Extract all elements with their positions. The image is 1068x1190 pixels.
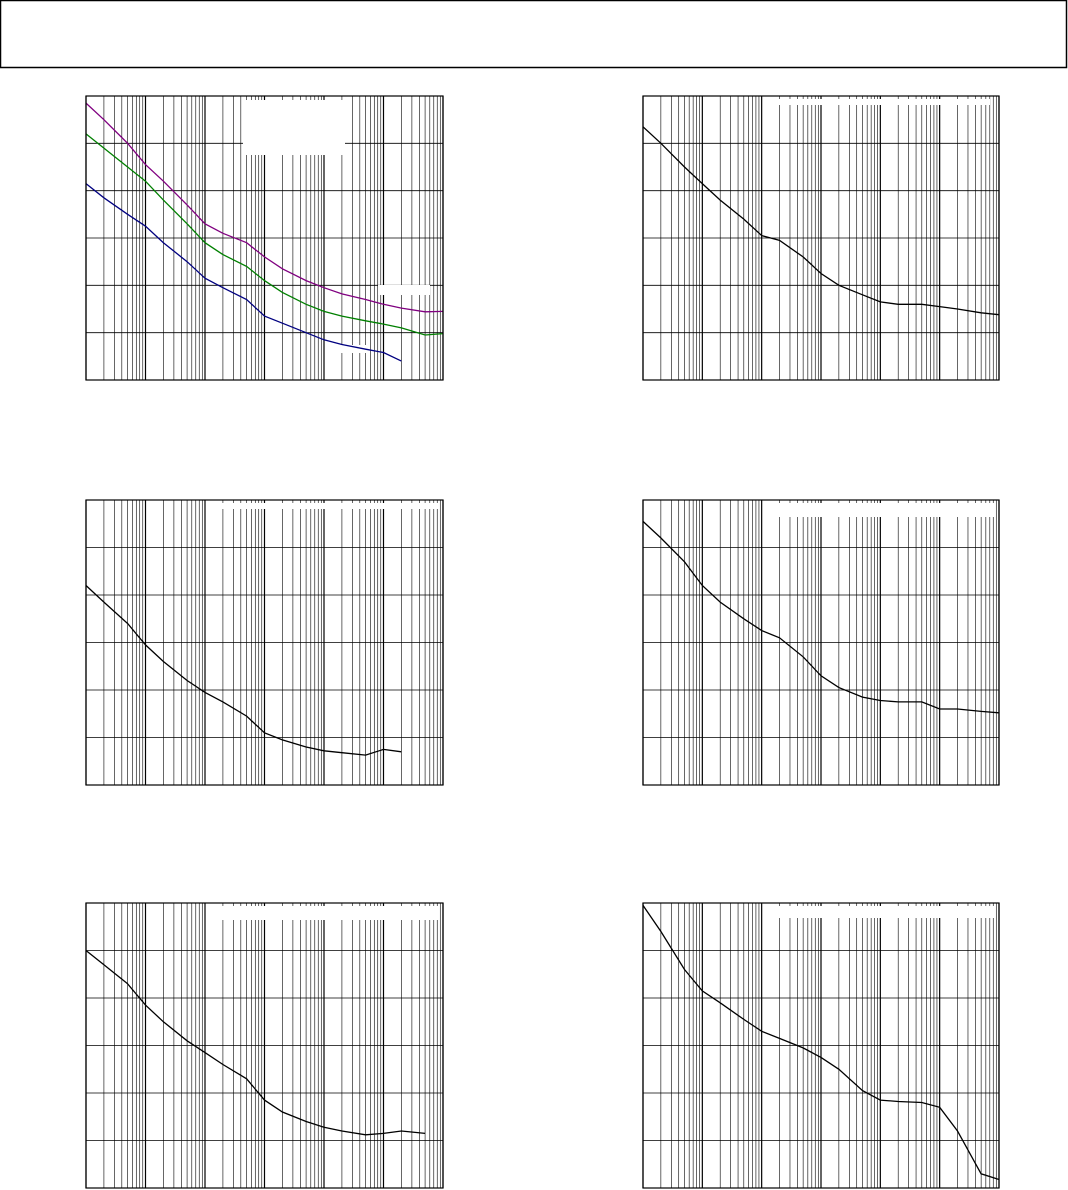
legend-blank — [210, 906, 438, 920]
chart — [85, 95, 444, 381]
plot-frame — [85, 499, 444, 786]
plot-frame — [85, 95, 444, 381]
data-line — [85, 133, 444, 336]
data-line — [642, 126, 1000, 316]
plot-frame — [642, 95, 1000, 381]
legend-blank — [210, 503, 438, 509]
data-line — [85, 183, 402, 362]
data-line — [642, 520, 1000, 714]
chart — [85, 902, 444, 1189]
legend-blank — [243, 100, 345, 155]
data-line — [85, 585, 402, 756]
data-line — [642, 905, 1000, 1181]
legend-blank — [770, 99, 990, 105]
legend-blank — [770, 503, 995, 517]
chart — [642, 499, 1000, 786]
data-line — [85, 949, 426, 1136]
chart — [642, 95, 1000, 381]
chart — [642, 902, 1000, 1189]
plot-frame — [85, 902, 444, 1189]
legend-blank — [378, 285, 430, 295]
data-line — [85, 102, 444, 313]
plot-frame — [642, 902, 1000, 1189]
header-box — [0, 0, 1068, 69]
plot-frame — [642, 499, 1000, 786]
chart — [85, 499, 444, 786]
legend-blank — [330, 345, 370, 353]
legend-blank — [770, 906, 995, 918]
